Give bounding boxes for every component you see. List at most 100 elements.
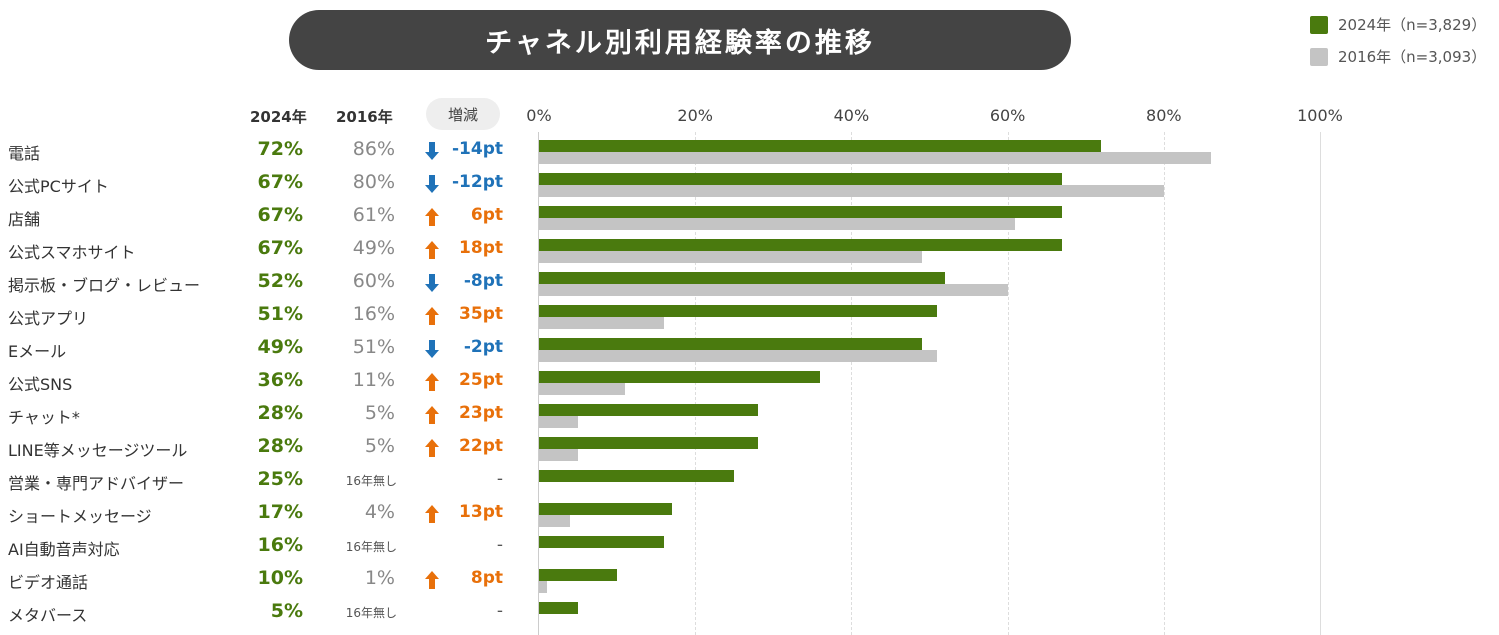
- legend-item-2024: 2024年（n=3,829）: [1310, 14, 1486, 35]
- value-2024: 17%: [257, 501, 303, 523]
- x-tick-label: 60%: [989, 106, 1026, 125]
- gridline: [1007, 132, 1009, 635]
- diff-value: 25pt: [459, 370, 503, 390]
- value-2016: 16年無し: [345, 606, 397, 620]
- table-row: ビデオ通話 10% 1% 8pt: [0, 563, 1499, 596]
- legend-swatch: [1310, 47, 1328, 66]
- category-label: 電話: [8, 144, 41, 163]
- table-row: Eメール 49% 51% -2pt: [0, 332, 1499, 365]
- diff-value: -: [496, 601, 503, 621]
- x-tick-label: 100%: [1297, 106, 1343, 125]
- value-2016: 51%: [352, 336, 395, 358]
- value-2024: 67%: [257, 171, 303, 193]
- diff-value: 35pt: [459, 304, 503, 324]
- value-2016: 49%: [352, 237, 395, 259]
- x-tick-label: 0%: [526, 106, 552, 125]
- category-label: 公式アプリ: [8, 309, 89, 328]
- header-2016: 2016年: [336, 108, 393, 126]
- legend-item-2016: 2016年（n=3,093）: [1310, 46, 1486, 67]
- value-2016: 80%: [352, 171, 395, 193]
- table-row: 公式SNS 36% 11% 25pt: [0, 365, 1499, 398]
- x-tick-label: 20%: [677, 106, 713, 125]
- category-label: メタバース: [8, 606, 88, 625]
- bar-2016: [539, 515, 571, 527]
- bar-2024: [539, 140, 1102, 152]
- legend-swatch: [1310, 15, 1328, 34]
- category-label: 公式SNS: [8, 375, 73, 394]
- diff-value: 18pt: [459, 238, 503, 258]
- diff-value: 23pt: [459, 403, 503, 423]
- value-2016: 5%: [364, 435, 395, 457]
- bar-2016: [539, 317, 664, 329]
- arrow-down-icon: [424, 273, 440, 293]
- x-tick-label: 80%: [1146, 106, 1182, 125]
- value-2024: 28%: [257, 402, 303, 424]
- value-2016: 61%: [352, 204, 395, 226]
- value-2024: 5%: [270, 600, 303, 622]
- bar-2016: [539, 350, 938, 362]
- table-row: LINE等メッセージツール 28% 5% 22pt: [0, 431, 1499, 464]
- category-label: ショートメッセージ: [8, 507, 152, 526]
- header-2024: 2024年: [250, 108, 307, 126]
- category-label: チャット*: [8, 408, 80, 427]
- table-row: メタバース 5% 16年無し -: [0, 596, 1499, 629]
- value-2024: 10%: [257, 567, 303, 589]
- category-label: 営業・専門アドバイザー: [8, 474, 185, 493]
- arrow-up-icon: [424, 504, 440, 524]
- value-2016: 16年無し: [345, 474, 397, 488]
- bar-2024: [539, 470, 735, 482]
- arrow-up-icon: [424, 570, 440, 590]
- value-2016: 1%: [364, 567, 395, 589]
- x-axis-baseline: [538, 132, 539, 635]
- chart-title: チャネル別利用経験率の推移: [289, 10, 1071, 70]
- bar-2024: [539, 206, 1063, 218]
- arrow-up-icon: [424, 207, 440, 227]
- table-row: 営業・専門アドバイザー 25% 16年無し -: [0, 464, 1499, 497]
- bar-2016: [539, 449, 579, 461]
- category-label: 掲示板・ブログ・レビュー: [8, 276, 201, 295]
- arrow-down-icon: [424, 141, 440, 161]
- bar-2024: [539, 305, 938, 317]
- bar-2024: [539, 437, 758, 449]
- gridline: [1320, 132, 1321, 635]
- category-label: Eメール: [8, 342, 67, 361]
- table-row: 店舗 67% 61% 6pt: [0, 200, 1499, 233]
- table-row: 掲示板・ブログ・レビュー 52% 60% -8pt: [0, 266, 1499, 299]
- diff-value: -: [496, 535, 503, 555]
- diff-value: 22pt: [459, 436, 503, 456]
- x-tick-label: 40%: [833, 106, 870, 125]
- arrow-up-icon: [424, 240, 440, 260]
- value-2024: 52%: [257, 270, 303, 292]
- value-2024: 67%: [257, 204, 303, 226]
- diff-value: 8pt: [470, 568, 503, 588]
- diff-value: -8pt: [463, 271, 503, 291]
- value-2024: 67%: [257, 237, 303, 259]
- bar-2024: [539, 569, 618, 581]
- value-2024: 28%: [257, 435, 303, 457]
- legend-label: 2016年（n=3,093）: [1338, 48, 1487, 66]
- diff-value: -14pt: [451, 139, 503, 159]
- category-label: LINE等メッセージツール: [8, 441, 188, 460]
- bar-2024: [539, 239, 1063, 251]
- table-row: 公式スマホサイト 67% 49% 18pt: [0, 233, 1499, 266]
- value-2016: 4%: [364, 501, 395, 523]
- bar-2016: [539, 185, 1164, 197]
- value-2016: 16年無し: [345, 540, 397, 554]
- bar-2016: [539, 383, 625, 395]
- diff-value: -: [496, 469, 503, 489]
- gridline: [695, 132, 697, 635]
- bar-2016: [539, 218, 1016, 230]
- legend-label: 2024年（n=3,829）: [1338, 16, 1487, 34]
- table-row: ショートメッセージ 17% 4% 13pt: [0, 497, 1499, 530]
- bar-2024: [539, 173, 1063, 185]
- category-label: 店舗: [8, 210, 41, 229]
- arrow-down-icon: [424, 174, 440, 194]
- diff-value: 6pt: [470, 205, 503, 225]
- bar-2024: [539, 338, 922, 350]
- category-label: 公式PCサイト: [8, 177, 109, 196]
- diff-value: -2pt: [463, 337, 503, 357]
- bar-2024: [539, 371, 821, 383]
- header-diff: 増減: [426, 98, 500, 130]
- bar-2024: [539, 536, 664, 548]
- table-row: 公式アプリ 51% 16% 35pt: [0, 299, 1499, 332]
